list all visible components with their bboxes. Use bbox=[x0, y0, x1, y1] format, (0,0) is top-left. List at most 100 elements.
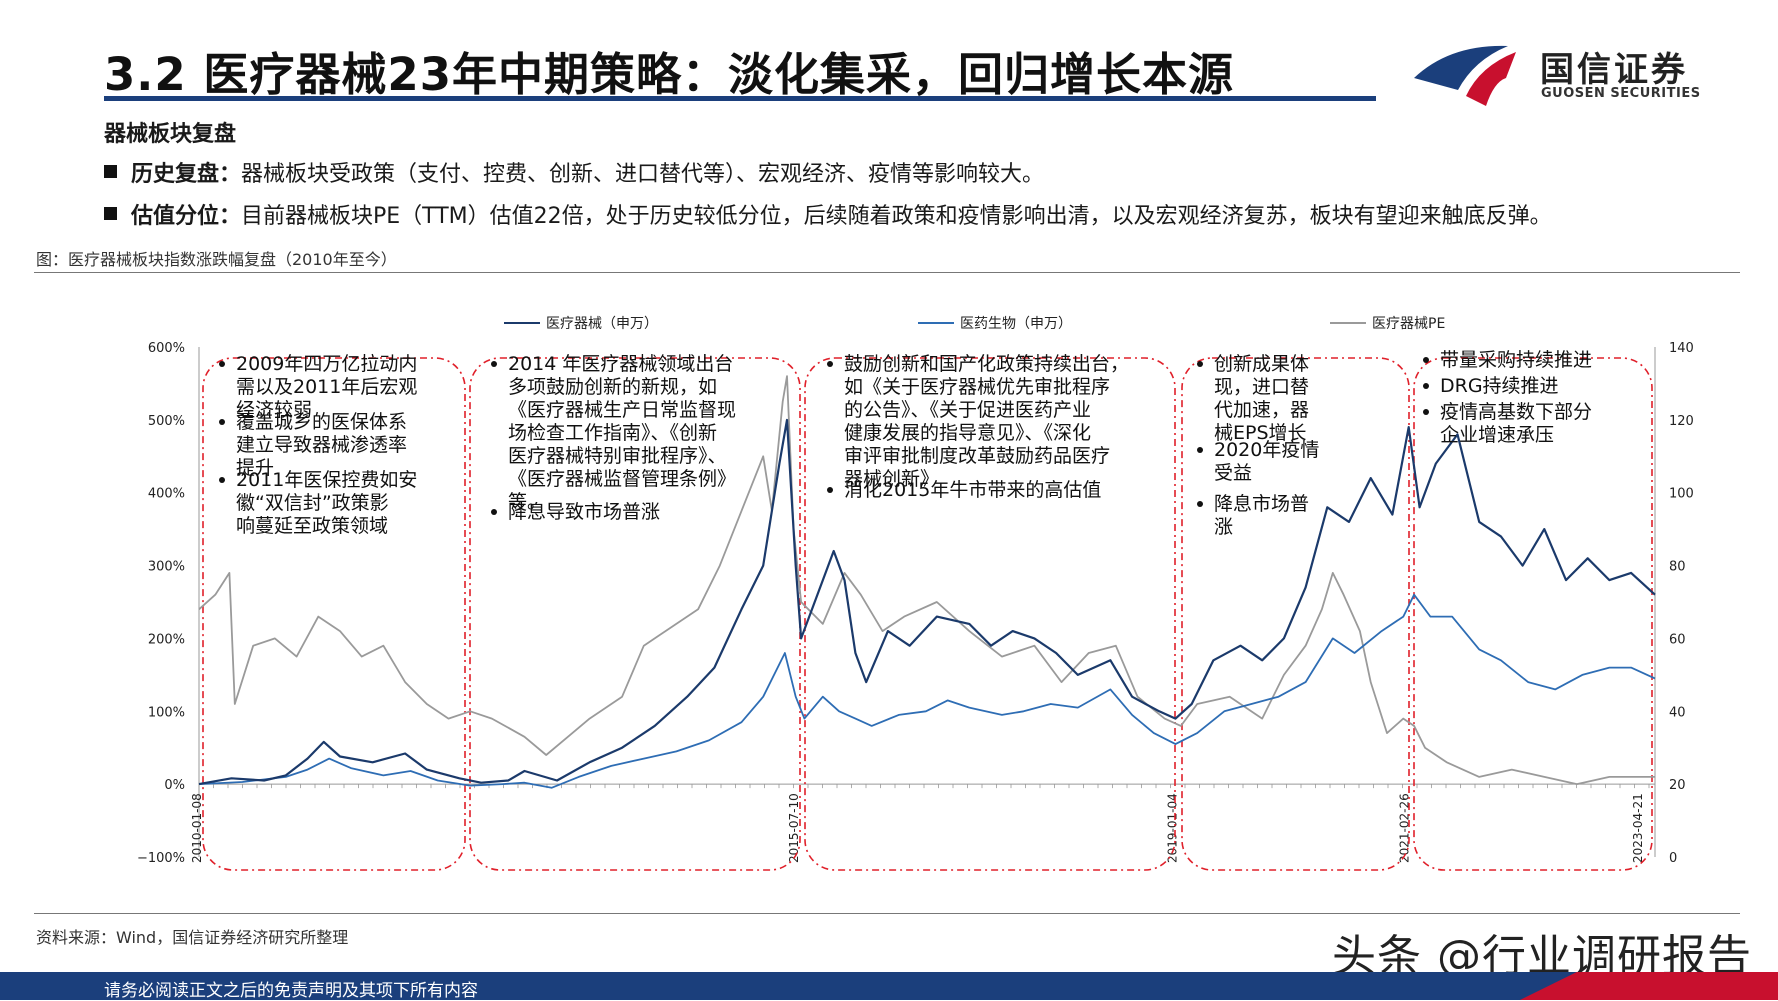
annotation-bullet-icon bbox=[1197, 447, 1203, 453]
bullet-square-icon bbox=[104, 165, 117, 178]
annotation-line: 消化2015年牛市带来的高估值 bbox=[844, 479, 1101, 501]
figure-top-rule bbox=[34, 272, 1740, 273]
annotation-line: 2014 年医疗器械领域出台 bbox=[508, 353, 733, 375]
chart-axes: 600% 500% 400% 300% 200% 100% 0% −100% 140 120 100… bbox=[137, 341, 1694, 866]
annotation-line: 2011年医保控费如安 bbox=[236, 469, 417, 491]
annotation: 鼓励创新和国产化政策持续出台，如《关于医疗器械优先审批程序的公告》、《关于促进医… bbox=[827, 353, 1129, 490]
annotation-bullet-icon bbox=[1423, 357, 1429, 363]
x-tick-label: 2010-01-08 bbox=[190, 793, 204, 863]
annotation-line: 审评审批制度改革鼓励药品医疗 bbox=[844, 445, 1110, 467]
annotation-line: 鼓励创新和国产化政策持续出台， bbox=[844, 353, 1129, 375]
annotation-line: 如《关于医疗器械优先审批程序 bbox=[844, 376, 1110, 398]
annotation: 消化2015年牛市带来的高估值 bbox=[827, 479, 1101, 501]
annotation-line: 企业增速承压 bbox=[1440, 424, 1554, 446]
annotation: 带量采购持续推进 bbox=[1423, 349, 1592, 371]
brand-logo-mark bbox=[1414, 45, 1516, 106]
page-title: 3.2 医疗器械23年中期策略：淡化集采，回归增长本源 bbox=[104, 48, 1235, 101]
annotation-line: 健康发展的指导意见》、《深化 bbox=[844, 422, 1091, 444]
brand-name: 国信证券 bbox=[1540, 50, 1688, 90]
title-underline bbox=[104, 96, 1376, 101]
annotation-line: 受益 bbox=[1214, 462, 1252, 484]
annotation-line: 等。 bbox=[508, 491, 546, 513]
data-source: 资料来源：Wind，国信证券经济研究所整理 bbox=[36, 928, 349, 947]
annotation-line: 器械创新》 bbox=[844, 468, 939, 490]
series-line bbox=[198, 593, 1656, 789]
y-left-tick-label: 300% bbox=[148, 560, 185, 575]
y-left-tick-label: 100% bbox=[148, 705, 185, 720]
y-right-tick-label: 40 bbox=[1669, 705, 1686, 720]
bullet-label: 历史复盘： bbox=[131, 162, 242, 187]
annotation-line: 降息市场普 bbox=[1214, 493, 1309, 515]
annotation-box bbox=[1413, 357, 1653, 871]
annotation-line: 《医疗器械生产日常监督现 bbox=[508, 399, 736, 421]
annotation-bullet-icon bbox=[219, 419, 225, 425]
y-right-tick-label: 20 bbox=[1669, 778, 1686, 793]
footer-bar bbox=[0, 972, 1778, 1000]
annotation-line: 建立导致器械渗透率 bbox=[236, 434, 407, 456]
annotation-line: 场检查工作指南》、《创新 bbox=[508, 422, 717, 444]
index-performance-chart: 医疗器械（申万） 医药生物（申万） 医疗器械PE 600%500%400%300%2… bbox=[137, 316, 1694, 871]
annotation-bullet-icon bbox=[1197, 361, 1203, 367]
figure-caption: 图：医疗器械板块指数涨跌幅复盘（2010年至今） bbox=[36, 250, 397, 269]
footer-disclaimer: 请务必阅读正文之后的免责声明及其项下所有内容 bbox=[104, 981, 478, 1001]
y-right-tick-label: 140 bbox=[1669, 341, 1694, 356]
y-left-tick-label: 200% bbox=[148, 632, 185, 647]
annotation-bullet-icon bbox=[1423, 383, 1429, 389]
annotation-line: 经济较弱 bbox=[236, 399, 312, 421]
y-right-tick-label: 120 bbox=[1669, 414, 1694, 429]
annotation: DRG持续推进 bbox=[1423, 375, 1559, 397]
annotation-boxes bbox=[202, 357, 1653, 871]
legend-label: 医疗器械（申万） bbox=[546, 316, 658, 332]
annotation-bullet-icon bbox=[1423, 409, 1429, 415]
y-left-tick-label: 0% bbox=[164, 778, 185, 793]
bullet-text: 器械板块受政策（支付、控费、创新、进口替代等）、宏观经济、疫情等影响较大。 bbox=[241, 162, 1045, 187]
legend-label: 医药生物（申万） bbox=[960, 316, 1072, 332]
series-line bbox=[198, 375, 1655, 785]
annotation-box bbox=[804, 357, 1176, 871]
chart-annotations: 2009年四万亿拉动内需以及2011年后宏观经济较弱覆盖城乡的医保体系建立导致器… bbox=[219, 349, 1592, 538]
x-tick-label: 2023-04-21 bbox=[1631, 793, 1645, 863]
section-heading: 器械板块复盘 bbox=[104, 122, 237, 147]
annotation-line: 械EPS增长 bbox=[1214, 422, 1307, 444]
annotation-bullet-icon bbox=[219, 361, 225, 367]
annotation-line: DRG持续推进 bbox=[1440, 375, 1559, 397]
annotation-line: 创新成果体 bbox=[1214, 353, 1309, 375]
annotation-bullet-icon bbox=[1197, 501, 1203, 507]
y-left-tick-label: 500% bbox=[148, 414, 185, 429]
annotation-line: 带量采购持续推进 bbox=[1440, 349, 1592, 371]
annotation: 2014 年医疗器械领域出台多项鼓励创新的新规，如《医疗器械生产日常监督现场检查… bbox=[491, 353, 736, 513]
figure-bottom-rule bbox=[34, 913, 1740, 914]
bullet-history: 历史复盘：器械板块受政策（支付、控费、创新、进口替代等）、宏观经济、疫情等影响较… bbox=[104, 156, 1044, 188]
x-tick-label: 2019-01-04 bbox=[1166, 793, 1180, 863]
y-left-tick-label: 600% bbox=[148, 341, 185, 356]
annotation-line: 涨 bbox=[1214, 516, 1233, 538]
annotation-line: 需以及2011年后宏观 bbox=[236, 376, 417, 398]
annotation: 降息导致市场普涨 bbox=[491, 501, 660, 523]
annotation-bullet-icon bbox=[491, 361, 497, 367]
chart-series-lines bbox=[198, 375, 1656, 789]
bullet-label: 估值分位： bbox=[131, 204, 242, 229]
y-right-tick-label: 100 bbox=[1669, 487, 1694, 502]
brand-logo: 国信证券 GUOSEN SECURITIES bbox=[1410, 38, 1710, 110]
legend-label: 医疗器械PE bbox=[1372, 316, 1445, 332]
annotation-bullet-icon bbox=[491, 509, 497, 515]
y-left-tick-label: 400% bbox=[148, 487, 185, 502]
annotation-line: 提升 bbox=[236, 457, 274, 479]
y-left-tick-label: −100% bbox=[137, 851, 185, 866]
annotation-line: 医疗器械特别审批程序》、 bbox=[508, 445, 727, 467]
series-line bbox=[198, 418, 1656, 786]
annotation-bullet-icon bbox=[219, 477, 225, 483]
annotation-line: 徽“双信封”政策影 bbox=[236, 492, 389, 514]
chart-legend: 医疗器械（申万） 医药生物（申万） 医疗器械PE bbox=[504, 316, 1445, 332]
annotation-bullet-icon bbox=[827, 487, 833, 493]
brand-name-en: GUOSEN SECURITIES bbox=[1541, 86, 1701, 101]
annotation-line: 降息导致市场普涨 bbox=[508, 501, 660, 523]
annotation-line: 现，进口替 bbox=[1214, 376, 1309, 398]
x-tick-label: 2015-07-10 bbox=[787, 793, 801, 863]
